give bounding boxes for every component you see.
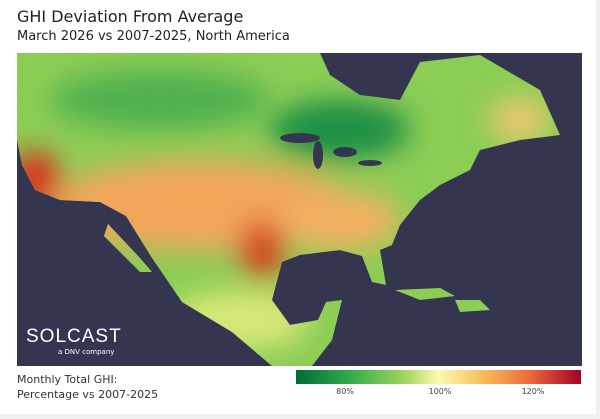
great-lakes: [280, 133, 382, 169]
colorbar-tick: 120%: [521, 387, 545, 396]
map-svg: [17, 53, 560, 366]
ghi-deviation-map: SOLCAST a DNV company: [17, 53, 582, 366]
colorbar: [296, 370, 581, 384]
page-subtitle: March 2026 vs 2007-2025, North America: [17, 29, 290, 44]
page-title: GHI Deviation From Average: [17, 7, 244, 26]
solcast-logo: SOLCAST a DNV company: [26, 326, 122, 356]
logo-tagline: a DNV company: [58, 348, 115, 356]
land: [17, 53, 560, 366]
logo-wordmark: SOLCAST: [26, 326, 122, 347]
legend-label: Monthly Total GHI: Percentage vs 2007-20…: [17, 372, 158, 402]
colorbar-tick: 100%: [428, 387, 452, 396]
colorbar-tick: 80%: [336, 387, 354, 396]
legend-label-line1: Monthly Total GHI:: [17, 373, 118, 386]
legend-label-line2: Percentage vs 2007-2025: [17, 388, 159, 401]
